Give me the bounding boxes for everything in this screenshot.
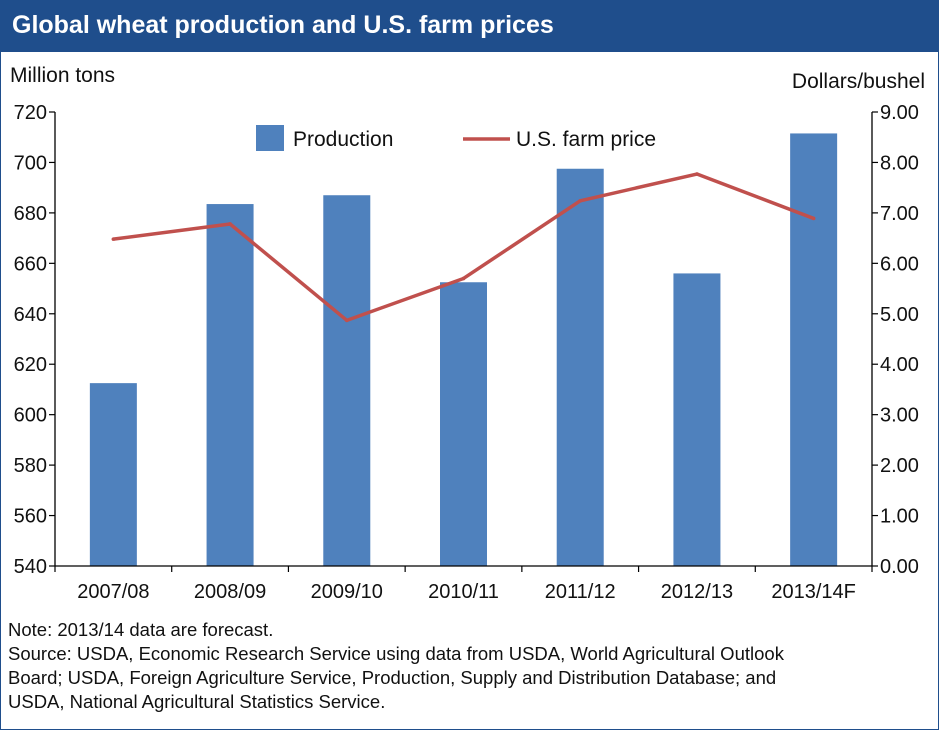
price-point xyxy=(578,198,583,203)
x-tick-label: 2009/10 xyxy=(311,581,383,603)
left-tick-label: 600 xyxy=(14,405,47,427)
x-tick-label: 2008/09 xyxy=(194,581,266,603)
right-axis-title: Dollars/bushel xyxy=(791,70,925,93)
x-tick-label: 2011/12 xyxy=(545,581,616,603)
left-tick-label: 540 xyxy=(14,556,47,578)
chart-plot: 540 560 580 600 620 640 660 680 700 720 0.00 1.00 2.… xyxy=(14,102,919,603)
bar-production xyxy=(790,133,838,566)
bar-production xyxy=(89,383,137,566)
bar-production xyxy=(556,168,604,566)
price-point xyxy=(344,318,349,323)
left-tick-label: 660 xyxy=(14,253,47,275)
right-tick-label: 1.00 xyxy=(880,506,919,528)
x-tick-label: 2013/14F xyxy=(771,581,856,603)
left-tick-label: 680 xyxy=(14,203,47,225)
price-point xyxy=(111,237,116,241)
left-tick-label: 620 xyxy=(14,354,47,376)
bar-production xyxy=(323,195,371,566)
right-tick-label: 4.00 xyxy=(880,354,919,376)
chart-title: Global wheat production and U.S. farm pr… xyxy=(12,11,554,39)
right-tick-label: 3.00 xyxy=(880,405,919,427)
legend-swatch-production xyxy=(256,125,284,151)
right-tick-label: 8.00 xyxy=(880,152,919,174)
right-tick-label: 6.00 xyxy=(880,253,919,275)
bar-production xyxy=(440,282,487,566)
right-tick-label: 2.00 xyxy=(880,455,919,477)
title-bar: Global wheat production and U.S. farm pr… xyxy=(0,0,939,52)
x-tick-label: 2010/11 xyxy=(428,581,499,603)
notes: Note: 2013/14 data are forecast. Source:… xyxy=(8,618,928,714)
right-tick-label: 0.00 xyxy=(880,556,919,578)
legend-label-production: Production xyxy=(293,128,393,151)
bar-production xyxy=(206,204,254,567)
note-text: Note: 2013/14 data are forecast. xyxy=(8,619,274,640)
left-tick-label: 560 xyxy=(14,506,47,528)
price-point xyxy=(461,276,466,281)
left-tick-label: 720 xyxy=(14,102,47,124)
bar-production xyxy=(673,273,721,566)
left-tick-label: 580 xyxy=(14,455,47,477)
price-point xyxy=(811,216,816,221)
price-point xyxy=(695,172,699,176)
x-tick-label: 2007/08 xyxy=(77,581,149,603)
left-tick-label: 640 xyxy=(14,304,47,326)
x-tick-label: 2012/13 xyxy=(661,581,733,603)
source-line: Source: USDA, Economic Research Service … xyxy=(8,643,784,664)
price-point xyxy=(228,222,232,226)
source-line: USDA, National Agricultural Statistics S… xyxy=(8,691,386,712)
right-tick-label: 9.00 xyxy=(880,102,919,124)
right-tick-label: 5.00 xyxy=(880,304,919,326)
legend-label-us-farm-price: U.S. farm price xyxy=(516,128,656,151)
left-tick-label: 700 xyxy=(14,152,47,174)
right-tick-label: 7.00 xyxy=(880,203,919,225)
left-axis-title: Million tons xyxy=(10,64,116,87)
source-line: Board; USDA, Foreign Agriculture Service… xyxy=(8,667,777,688)
